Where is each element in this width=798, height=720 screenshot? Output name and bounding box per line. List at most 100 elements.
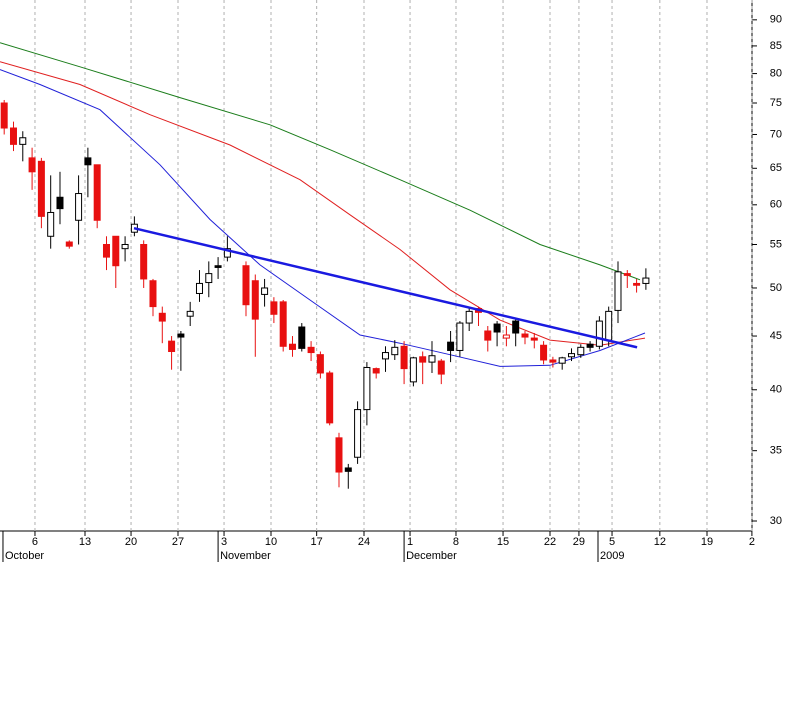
candle-body [186, 310, 194, 317]
moving-average [0, 42, 641, 281]
candle-body [363, 367, 371, 411]
candle-body [391, 346, 399, 356]
candle-body [354, 409, 362, 458]
candle-body [75, 193, 83, 221]
candle-body [195, 282, 203, 294]
candle-body [102, 243, 110, 258]
y-tick-label: 30 [770, 515, 782, 527]
candle-body [261, 287, 269, 295]
x-tick-label: 17 [311, 536, 323, 548]
candle-body [521, 333, 529, 338]
x-tick-label: 19 [701, 536, 713, 548]
y-tick-label: 80 [770, 67, 782, 79]
x-tick-label: 13 [79, 536, 91, 548]
y-tick-label: 45 [770, 330, 782, 342]
x-tick-label: 3 [221, 536, 227, 548]
candle-body [177, 333, 185, 338]
x-tick-label: 22 [544, 536, 556, 548]
candle-body [456, 322, 464, 351]
candle-body [502, 334, 510, 339]
month-label: December [406, 550, 457, 562]
candle-body [223, 248, 231, 258]
candle-body [642, 277, 650, 284]
candle-body [121, 243, 129, 250]
candle-body [0, 102, 8, 129]
candle-body [214, 265, 222, 268]
x-tick-label: 24 [358, 536, 370, 548]
x-tick-label: 1 [407, 536, 413, 548]
candle-body [84, 157, 92, 166]
candle-body [428, 355, 436, 363]
y-tick-label: 70 [770, 128, 782, 140]
candle-body [465, 310, 473, 324]
x-tick-label: 29 [573, 536, 585, 548]
x-tick-label: 12 [654, 536, 666, 548]
candle-body [326, 372, 334, 424]
candle-body [288, 343, 296, 350]
candle-body [335, 437, 343, 473]
candle-body [400, 345, 408, 370]
candle-body [316, 354, 324, 374]
y-tick-label: 90 [770, 14, 782, 26]
x-tick-label: 2 [749, 536, 755, 548]
candle-body [372, 368, 380, 374]
y-tick-label: 60 [770, 199, 782, 211]
candle-body [512, 320, 520, 334]
candle-body [270, 301, 278, 315]
candle-body [633, 282, 641, 286]
moving-average [0, 61, 646, 346]
candle-body [586, 343, 594, 348]
month-label: November [220, 550, 271, 562]
candle-body [577, 346, 585, 356]
candle-body [149, 280, 157, 308]
y-tick-label: 75 [770, 97, 782, 109]
candle-body [205, 273, 213, 284]
y-tick-label: 55 [770, 238, 782, 250]
x-tick-label: 6 [32, 536, 38, 548]
candle-body [558, 357, 566, 364]
candle-body [419, 356, 427, 363]
candle-body [614, 271, 622, 311]
candle-body [251, 280, 259, 320]
candle-body [47, 211, 55, 237]
x-tick-label: 15 [497, 536, 509, 548]
candle-body [37, 160, 45, 217]
x-tick-label: 27 [172, 536, 184, 548]
candle-body [567, 353, 575, 358]
candle-body [158, 312, 166, 322]
x-tick-label: 10 [265, 536, 277, 548]
candle-body [19, 137, 27, 145]
candle-body [595, 320, 603, 347]
candle-body [549, 359, 557, 363]
month-label: October [5, 550, 44, 562]
y-tick-label: 65 [770, 162, 782, 174]
y-tick-label: 85 [770, 40, 782, 52]
candle-body [530, 337, 538, 341]
candle-body [112, 235, 120, 267]
candle-body [409, 357, 417, 383]
candle-body [447, 341, 455, 351]
candle-body [279, 301, 287, 347]
candle-body [65, 241, 73, 247]
y-tick-label: 35 [770, 445, 782, 457]
candle-body [381, 352, 389, 360]
candle-body [242, 265, 250, 306]
candle-body [298, 326, 306, 349]
candle-body [484, 330, 492, 341]
moving-average [0, 69, 646, 367]
candle-body [493, 323, 501, 333]
month-label: 2009 [600, 550, 624, 562]
candle-body [93, 164, 101, 221]
x-tick-label: 8 [453, 536, 459, 548]
candle-body [307, 346, 315, 354]
candle-body [437, 360, 445, 375]
candle-body [28, 157, 36, 173]
candle-body [623, 273, 631, 276]
trendline [133, 226, 638, 349]
x-tick-label: 5 [609, 536, 615, 548]
candle-body [168, 340, 176, 353]
y-tick-label: 40 [770, 384, 782, 396]
candle-body [56, 196, 64, 210]
